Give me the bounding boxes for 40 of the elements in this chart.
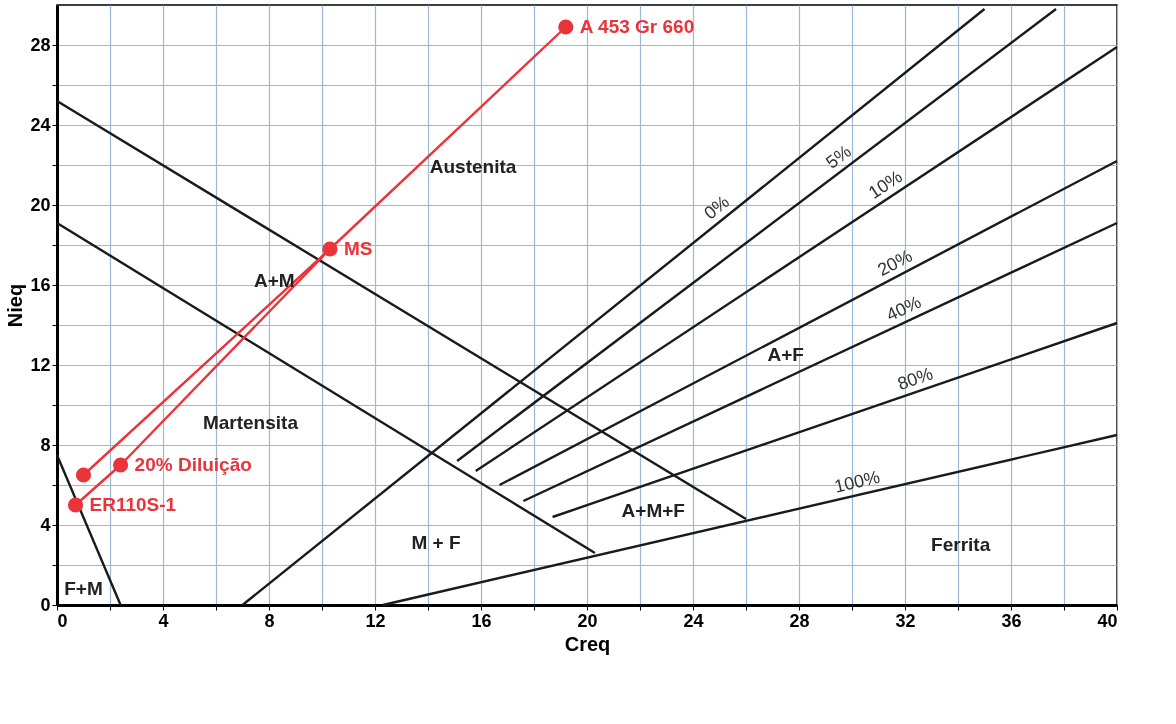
text: 5% <box>822 141 856 173</box>
text: 20% <box>874 245 916 281</box>
text: 10% <box>864 166 906 203</box>
y-axis-title: Nieq <box>4 283 27 328</box>
text: 40% <box>883 291 925 326</box>
y-tick-label: 8 <box>40 434 51 455</box>
x-tick-label: 24 <box>683 610 704 631</box>
x-tick-label: 28 <box>789 610 810 631</box>
annotation: A+F <box>767 344 804 365</box>
annotation: M + F <box>411 532 461 553</box>
x-tick-label: 40 <box>1097 610 1118 631</box>
annotation: Martensita <box>202 412 299 433</box>
annotation: A 453 Gr 660 <box>579 16 695 37</box>
text: 100% <box>832 466 882 497</box>
x-tick-label: 12 <box>365 610 386 631</box>
x-axis-title: Creq <box>564 632 611 655</box>
y-tick-label: 16 <box>30 274 51 295</box>
text: 0% <box>700 191 734 224</box>
y-tick-label: 28 <box>30 34 51 55</box>
annotation: ER110S-1 <box>89 494 177 515</box>
annotation: A+M <box>253 270 295 291</box>
x-tick-label: 36 <box>1001 610 1022 631</box>
y-tick-label: 20 <box>30 194 51 215</box>
y-tick-label: 24 <box>30 114 51 135</box>
annotation: MS <box>343 238 373 259</box>
y-tick-label: 0 <box>40 594 51 615</box>
x-tick-label: 20 <box>577 610 598 631</box>
annotation: F+M <box>64 578 103 599</box>
x-tick-label: 4 <box>158 610 169 631</box>
annotation: Ferrita <box>931 534 991 555</box>
x-tick-label: 0 <box>57 610 68 631</box>
annotation: Austenita <box>429 156 517 177</box>
x-tick-label: 16 <box>471 610 492 631</box>
annotation: 20% Diluição <box>134 454 252 475</box>
annotation: A+M+F <box>621 500 685 521</box>
y-tick-label: 12 <box>30 354 51 375</box>
y-tick-label: 4 <box>40 514 51 535</box>
x-tick-label: 32 <box>895 610 916 631</box>
x-tick-label: 8 <box>264 610 275 631</box>
text: 80% <box>894 363 936 394</box>
